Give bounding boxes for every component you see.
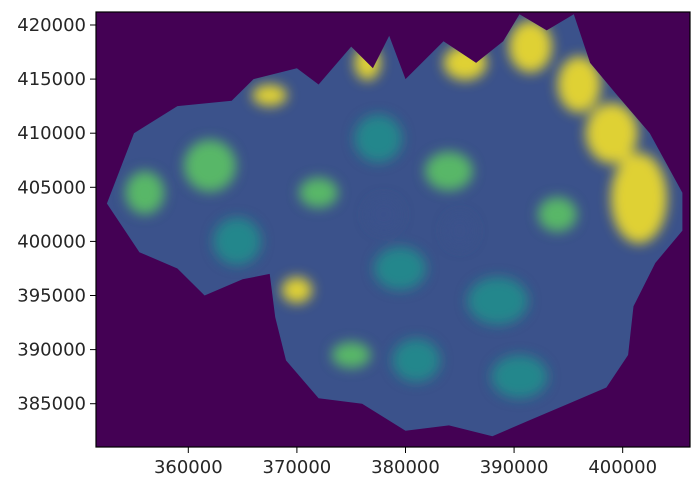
y-tick-label: 405000	[17, 177, 86, 198]
y-axis: 385000 390000 395000 400000 405000 410000 4150…	[17, 15, 96, 415]
y-tick-label: 385000	[17, 394, 86, 415]
intensity-patch-mid	[213, 217, 262, 266]
intensity-patch-max	[281, 277, 313, 304]
x-tick-label: 400000	[588, 457, 657, 478]
intensity-patch-high	[125, 171, 165, 215]
intensity-patch-high	[538, 197, 577, 232]
y-tick-label: 415000	[17, 69, 86, 90]
intensity-patch-mid	[491, 355, 548, 399]
intensity-patch-mid	[392, 338, 441, 382]
intensity-patch-low	[366, 197, 402, 232]
x-tick-label: 370000	[263, 457, 332, 478]
x-tick-label: 380000	[371, 457, 440, 478]
intensity-patch-high	[183, 139, 237, 192]
intensity-layer	[125, 20, 668, 399]
intensity-patch-max	[557, 56, 601, 113]
intensity-patch-max	[252, 84, 288, 107]
intensity-patch-max	[508, 20, 553, 73]
x-axis: 360000 370000 380000 390000 400000	[154, 447, 657, 478]
intensity-patch-mid	[374, 246, 427, 291]
y-tick-label: 395000	[17, 286, 86, 307]
intensity-patch-high	[331, 342, 371, 368]
intensity-patch-max	[610, 152, 668, 244]
intensity-patch-mid	[467, 277, 529, 325]
intensity-patch-max	[585, 102, 638, 164]
intensity-patch-low	[444, 213, 475, 248]
intensity-patch-mid	[354, 114, 403, 163]
x-tick-label: 390000	[480, 457, 549, 478]
y-tick-label: 390000	[17, 340, 86, 361]
x-tick-label: 360000	[154, 457, 223, 478]
intensity-patch-high	[299, 177, 339, 208]
y-tick-label: 400000	[17, 231, 86, 252]
plot-frame	[95, 11, 691, 448]
y-tick-label: 410000	[17, 123, 86, 144]
y-tick-label: 420000	[17, 15, 86, 36]
intensity-patch-high	[425, 151, 473, 191]
